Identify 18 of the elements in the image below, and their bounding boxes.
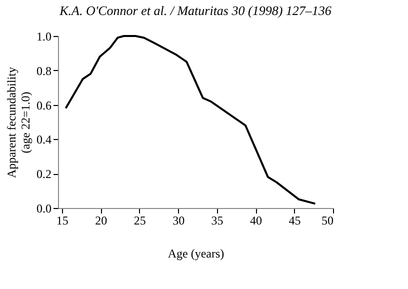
x-tick-label: 20	[95, 214, 108, 228]
x-tick-label: 25	[134, 214, 146, 228]
y-tick-label: 0.8	[36, 64, 52, 78]
y-tick-label: 0.4	[36, 132, 52, 147]
x-tick-label: 30	[172, 214, 185, 228]
y-tick-label: 0.0	[36, 202, 52, 216]
x-tick-label: 50	[322, 214, 334, 228]
x-axis-title: Age (years)	[168, 246, 224, 260]
y-tick-label: 0.6	[36, 98, 52, 112]
y-tick-label: 1.0	[36, 30, 52, 44]
x-tick-label: 40	[250, 214, 262, 228]
y-axis-title: Apparent fecundability (age 22=1.0)	[4, 67, 32, 178]
y-tick-label: 0.2	[36, 167, 52, 182]
line-series	[64, 35, 316, 205]
x-tick-label: 35	[211, 214, 224, 228]
x-tick-label: 45	[288, 214, 301, 228]
x-tick-label: 15	[56, 214, 68, 228]
text: K.A. O'Connor et al. / Maturitas 30 (1998) 127–136	[58, 3, 332, 18]
